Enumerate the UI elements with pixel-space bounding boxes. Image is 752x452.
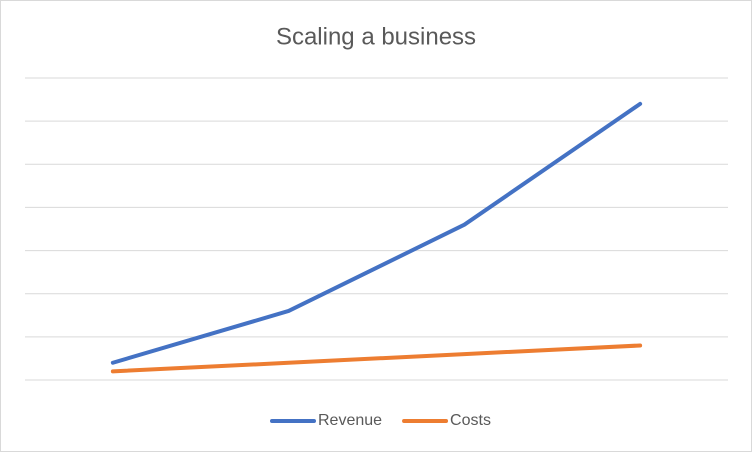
legend-label: Revenue: [318, 412, 382, 429]
series-line: [110, 343, 643, 374]
legend-label: Costs: [450, 412, 491, 429]
series-line: [110, 101, 643, 365]
chart-title: Scaling a business: [276, 23, 476, 50]
